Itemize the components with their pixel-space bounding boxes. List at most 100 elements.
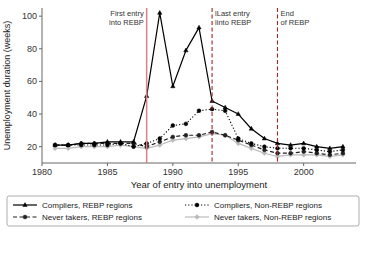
series [53,10,345,149]
legend-marker [23,203,27,207]
point [197,25,201,29]
point [197,109,201,113]
y-tick [39,81,42,82]
y-axis-line [42,8,43,163]
point [158,10,162,14]
annotation-line: End [281,9,294,18]
x-tick [238,163,239,166]
y-axis-title: Unemployment duration (weeks) [2,21,12,151]
x-axis-title: Year of entry into unemployment [131,179,268,190]
chart: 1980198519901995200020406080100Year of e… [0,0,366,263]
annotation-line: First entry [110,9,144,18]
point [66,143,70,147]
y-tick-label: 100 [22,11,37,21]
legend-label: Never takers, REBP regions [42,213,142,222]
point [289,146,293,150]
point [53,143,57,147]
reference-line [146,8,148,163]
y-tick-label: 20 [27,142,37,152]
point [236,137,240,141]
annotation-label: First entryinto REBP [109,9,144,27]
point [92,141,96,145]
legend-frame [7,196,359,226]
point [223,133,228,138]
point [302,141,306,145]
point [302,146,306,150]
point [105,143,109,147]
x-tick-label: 1995 [228,167,248,177]
point [79,141,83,145]
annotation-line: into REBP [109,18,144,27]
point [184,122,188,126]
y-tick [39,146,42,147]
point [92,142,96,146]
point [66,143,70,147]
point [315,144,319,148]
y-tick [39,114,42,115]
series [53,131,346,159]
x-tick-label: 1990 [163,167,183,177]
point [328,150,332,154]
point [328,146,332,150]
point [53,143,57,147]
y-tick-label: 40 [27,109,37,119]
y-tick [39,48,42,49]
x-tick-label: 1980 [32,167,52,177]
point [171,124,175,128]
point [341,144,345,148]
point [223,105,227,109]
point [184,133,188,137]
legend-label: Compliers, Non-REBP regions [214,201,322,210]
point [118,139,122,143]
annotation-line: linto REBP [215,18,251,27]
point [53,143,57,147]
axes: 1980198519901995200020406080100Year of e… [2,8,356,190]
point [184,48,188,52]
point [262,136,266,140]
point [131,139,135,143]
annotation-label: Endof REBP [281,9,310,27]
point [132,145,136,149]
annotation-label: lLast entrylinto REBP [215,9,251,27]
point [223,133,227,137]
point [105,139,109,143]
point [131,144,136,149]
series-line [55,109,343,151]
point [171,135,175,139]
series [53,107,345,153]
point [171,84,175,88]
point [289,151,293,155]
x-tick [107,163,108,166]
series-line [55,13,343,148]
legend-label: Never takers, Non-REBP regions [214,213,331,222]
annotations: First entryinto REBP lLast entrylinto REB… [109,9,309,27]
point [158,137,162,141]
legend-label: Compliers, REBP regions [42,201,133,210]
x-tick [303,163,304,166]
annotation-line: lLast entry [215,9,250,18]
legend-marker [195,215,200,220]
point [249,126,253,130]
point [249,142,253,146]
plot-area [53,8,346,163]
reference-line [212,8,213,163]
point [236,112,240,116]
point [79,142,83,146]
x-tick [172,163,173,166]
y-tick [39,16,42,17]
point [223,109,227,113]
legend-marker [195,203,199,207]
annotation-line: of REBP [281,18,310,27]
point [315,148,319,152]
y-tick-label: 80 [27,44,37,54]
series-line [55,134,343,157]
x-tick [42,163,43,166]
point [262,145,266,149]
point [197,133,201,137]
y-tick-label: 60 [27,76,37,86]
point [66,143,70,147]
legend-marker [23,215,27,219]
point [341,148,345,152]
point [288,143,292,147]
x-axis-line [42,163,356,164]
